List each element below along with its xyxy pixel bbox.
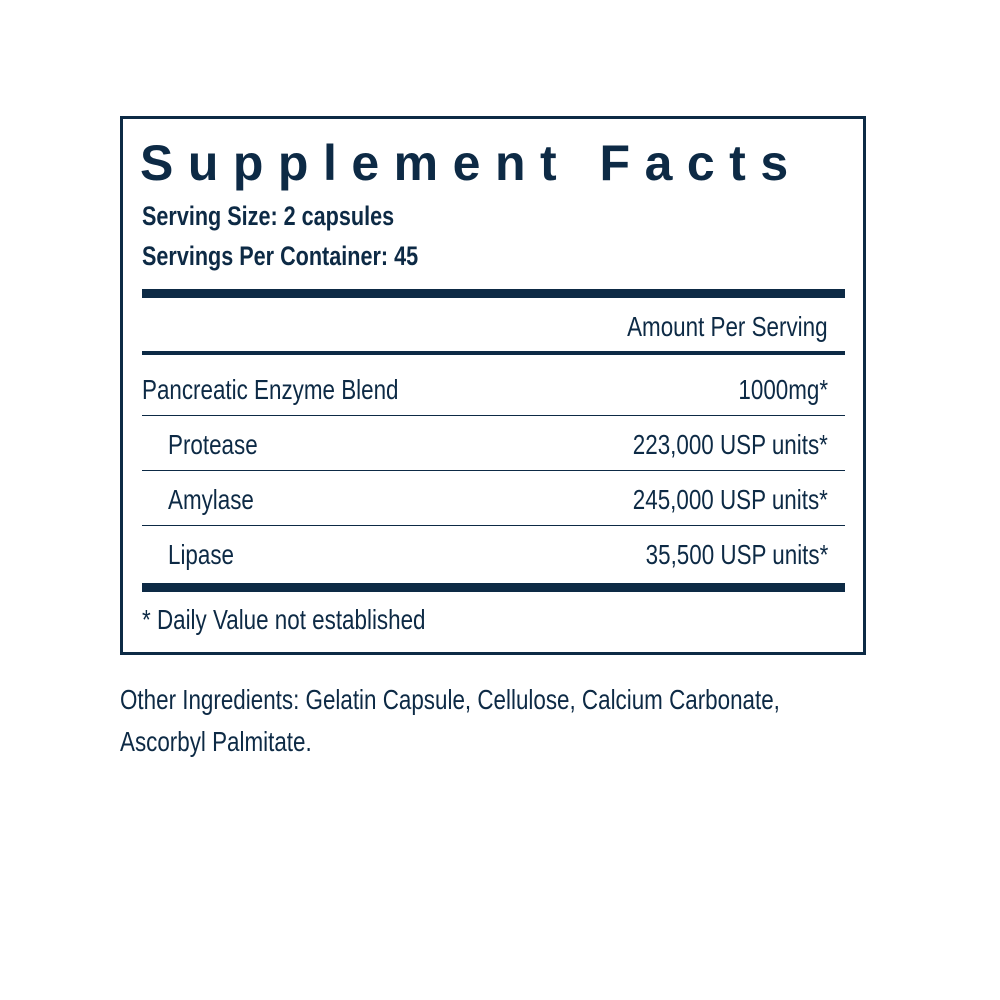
servings-per-container: Servings Per Container: 45 — [142, 240, 487, 272]
servings-per-container-text: Servings Per Container: 45 — [142, 241, 419, 271]
row-name-text: Protease — [168, 429, 258, 460]
label-title: Supplement Facts — [140, 135, 803, 191]
row-amount-text: 1000mg* — [738, 374, 828, 405]
row-divider — [142, 525, 845, 526]
row-name-text: Pancreatic Enzyme Blend — [142, 374, 399, 405]
serving-size: Serving Size: 2 capsules — [142, 200, 457, 232]
thick-divider — [142, 289, 845, 298]
row-name: Amylase — [168, 484, 275, 516]
footnote-text: * Daily Value not established — [142, 604, 426, 635]
serving-size-text: Serving Size: 2 capsules — [142, 201, 395, 231]
row-amount: 1000mg* — [716, 374, 828, 406]
amount-header: Amount Per Serving — [577, 311, 828, 343]
other-ingredients-text: Ascorbyl Palmitate. — [120, 726, 312, 757]
row-amount-text: 245,000 USP units* — [632, 484, 828, 515]
row-amount: 35,500 USP units* — [600, 539, 828, 571]
amount-header-text: Amount Per Serving — [627, 311, 828, 342]
thick-divider — [142, 583, 845, 592]
medium-divider — [142, 351, 845, 355]
other-ingredients-text: Other Ingredients: Gelatin Capsule, Cell… — [120, 684, 780, 715]
row-name-text: Amylase — [168, 484, 254, 515]
row-name: Pancreatic Enzyme Blend — [142, 374, 463, 406]
row-amount-text: 35,500 USP units* — [645, 539, 828, 570]
row-amount-text: 223,000 USP units* — [632, 429, 828, 460]
other-ingredients-line2: Ascorbyl Palmitate. — [120, 726, 360, 758]
row-name: Protease — [168, 429, 280, 461]
supplement-facts-box — [120, 116, 866, 655]
row-amount: 245,000 USP units* — [584, 484, 828, 516]
other-ingredients-line1: Other Ingredients: Gelatin Capsule, Cell… — [120, 684, 945, 716]
row-name-text: Lipase — [168, 539, 235, 570]
row-divider — [142, 470, 845, 471]
row-amount: 223,000 USP units* — [584, 429, 828, 461]
row-name: Lipase — [168, 539, 251, 571]
row-divider — [142, 415, 845, 416]
footnote: * Daily Value not established — [142, 604, 496, 636]
